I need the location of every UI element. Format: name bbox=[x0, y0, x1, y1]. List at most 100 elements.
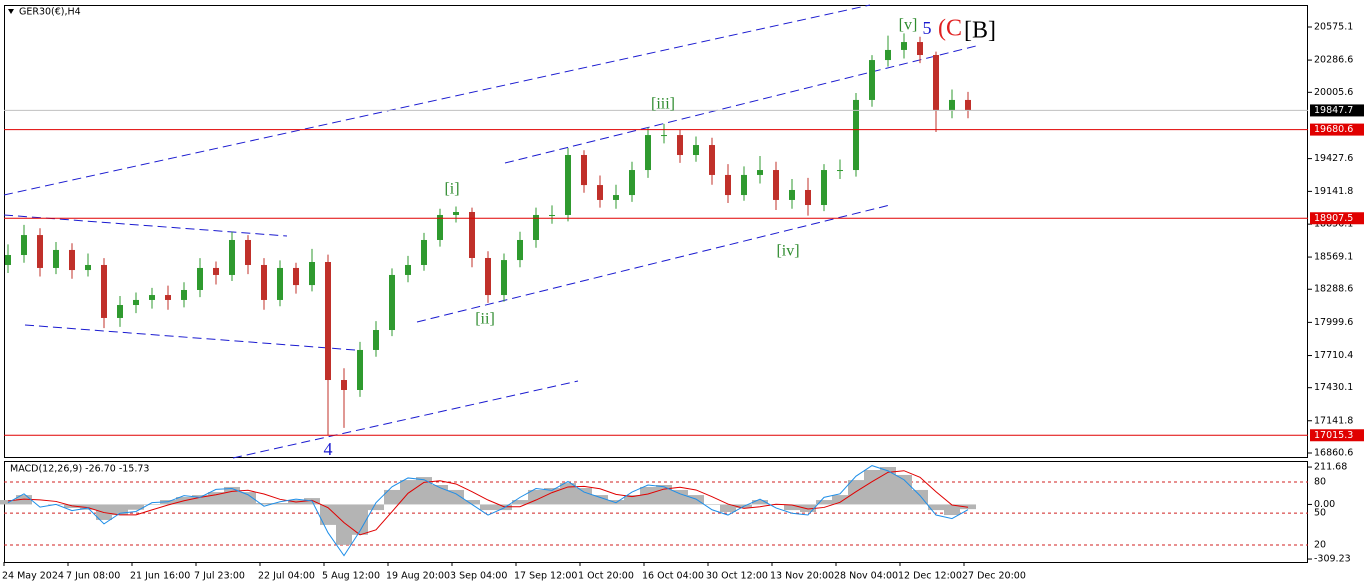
candle-body bbox=[453, 212, 459, 215]
y-tick-label: 17710.4 bbox=[1314, 350, 1353, 361]
macd-bar bbox=[864, 470, 880, 505]
wave-label: (C bbox=[938, 16, 962, 42]
candle-body bbox=[869, 60, 875, 100]
candle-body bbox=[37, 235, 43, 268]
candle-body bbox=[949, 99, 955, 111]
candle-body bbox=[389, 274, 395, 331]
candle-body bbox=[421, 239, 427, 265]
candle-body bbox=[373, 330, 379, 350]
candle-body bbox=[773, 170, 779, 200]
macd-bar bbox=[224, 486, 240, 505]
price-frame bbox=[4, 5, 1308, 458]
candle-body bbox=[709, 145, 715, 175]
wave-label: [v] bbox=[899, 17, 918, 34]
macd-bar bbox=[384, 489, 400, 505]
candle-body bbox=[341, 380, 347, 390]
x-tick-label: 7 Jun 08:00 bbox=[66, 571, 120, 582]
y-tick-label: 17999.6 bbox=[1314, 317, 1353, 328]
candle-body bbox=[885, 49, 891, 61]
macd-bar bbox=[720, 504, 736, 513]
macd-bar bbox=[144, 504, 160, 505]
candle-body bbox=[101, 264, 107, 318]
candle-body bbox=[549, 214, 555, 216]
x-tick-label: 28 Nov 04:00 bbox=[834, 571, 898, 582]
y-tick-label: 19141.8 bbox=[1314, 186, 1353, 197]
trend-line bbox=[232, 380, 579, 459]
macd-bar bbox=[400, 480, 416, 505]
macd-bar bbox=[896, 474, 912, 505]
level-label: 80 bbox=[1314, 477, 1326, 488]
y-tick-label: 211.68 bbox=[1314, 462, 1347, 473]
x-tick-label: 5 Aug 12:00 bbox=[322, 571, 380, 582]
macd-bar bbox=[128, 504, 144, 510]
candle-body bbox=[181, 289, 187, 300]
macd-bar bbox=[832, 495, 848, 505]
level-label: 50 bbox=[1314, 508, 1326, 519]
x-tick-label: 22 Jul 04:00 bbox=[258, 571, 315, 582]
candle-body bbox=[677, 135, 683, 156]
level-label-box bbox=[1310, 429, 1364, 442]
candle-body bbox=[645, 135, 651, 171]
candle-body bbox=[437, 214, 443, 240]
macd-bar bbox=[640, 486, 656, 505]
macd-bar bbox=[704, 504, 720, 505]
x-tick-label: 13 Nov 20:00 bbox=[770, 571, 834, 582]
wave-label: [iii] bbox=[651, 96, 675, 113]
macd-bar bbox=[80, 504, 96, 510]
macd-bar bbox=[416, 477, 432, 505]
candle-body bbox=[485, 257, 491, 296]
macd-bar bbox=[880, 467, 896, 505]
trend-lines bbox=[3, 4, 981, 459]
candle-body bbox=[133, 299, 139, 306]
candle-body bbox=[661, 135, 667, 137]
candle-body bbox=[5, 255, 11, 265]
y-tick-label: 18569.1 bbox=[1314, 252, 1353, 263]
level-label-box bbox=[1310, 104, 1364, 117]
trend-line bbox=[504, 44, 981, 164]
candle-body bbox=[117, 305, 123, 318]
y-tick-label: -309.23 bbox=[1314, 554, 1351, 565]
candle-body bbox=[277, 267, 283, 300]
candle-body bbox=[613, 195, 619, 200]
candle-body bbox=[741, 174, 747, 196]
level-label: 17015.3 bbox=[1314, 430, 1353, 441]
candle-body bbox=[821, 170, 827, 206]
level-label: 20 bbox=[1314, 540, 1326, 551]
candle-body bbox=[357, 349, 363, 390]
macd-bar bbox=[448, 489, 464, 505]
candle-body bbox=[213, 267, 219, 275]
level-label: 18907.5 bbox=[1314, 213, 1353, 224]
y-tick-label: 17141.8 bbox=[1314, 415, 1353, 426]
x-tick-label: 3 Sep 04:00 bbox=[450, 571, 507, 582]
macd-bar bbox=[624, 495, 640, 505]
candle-body bbox=[597, 185, 603, 200]
y-tick-label: 20005.6 bbox=[1314, 87, 1353, 98]
macd-bar bbox=[480, 504, 496, 511]
macd-bar bbox=[368, 504, 384, 511]
candle-body bbox=[245, 239, 251, 265]
wave-label: [i] bbox=[444, 181, 459, 198]
level-label-box bbox=[1310, 123, 1364, 136]
macd-bar bbox=[592, 495, 608, 505]
macd-bar bbox=[432, 485, 448, 505]
x-tick-label: 17 Sep 12:00 bbox=[514, 571, 577, 582]
candle-body bbox=[805, 189, 811, 206]
macd-bar bbox=[496, 504, 512, 511]
macd-bar bbox=[944, 504, 960, 516]
x-tick-label: 30 Oct 12:00 bbox=[706, 571, 768, 582]
candle-body bbox=[325, 262, 331, 381]
y-tick-label: 20286.6 bbox=[1314, 55, 1353, 66]
macd-bar bbox=[336, 504, 352, 545]
candle-body bbox=[149, 295, 155, 300]
candle-body bbox=[261, 264, 267, 300]
macd-bar bbox=[544, 488, 560, 505]
candle-body bbox=[837, 170, 843, 172]
macd-title: MACD(12,26,9) -26.70 -15.73 bbox=[10, 464, 149, 475]
wave-label: 4 bbox=[324, 439, 333, 459]
candle-body bbox=[165, 295, 171, 300]
wave-label: [B] bbox=[964, 18, 996, 44]
candle-body bbox=[965, 99, 971, 111]
macd-bar bbox=[320, 504, 336, 525]
candle-body bbox=[933, 55, 939, 111]
